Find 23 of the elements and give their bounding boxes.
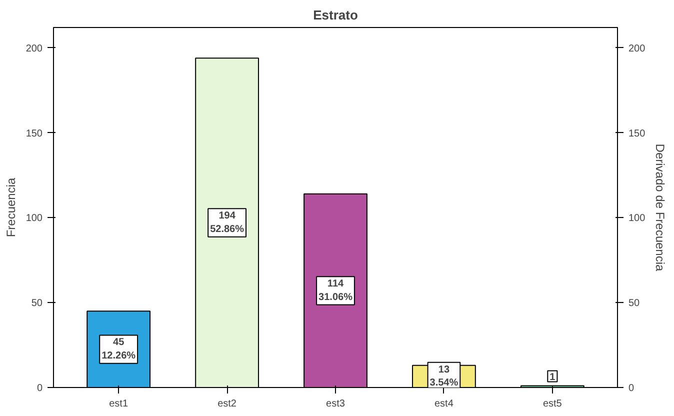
data-label: 114 31.06% xyxy=(318,278,353,303)
y2-tick-label: 100 xyxy=(628,213,646,224)
y-tick-label: 100 xyxy=(26,213,43,224)
data-label: 13 3.54% xyxy=(430,364,458,389)
data-label: 1 xyxy=(550,372,556,383)
data-label: 45 12.26% xyxy=(102,337,136,362)
y-tick-label: 200 xyxy=(26,43,43,54)
y-tick-label: 0 xyxy=(36,383,43,394)
data-label: 194 52.86% xyxy=(210,210,244,235)
y2-axis-title: Derivado de Frecuencia xyxy=(653,144,668,272)
y2-tick-label: 0 xyxy=(628,383,634,394)
y-tick-label: 50 xyxy=(31,298,43,310)
x-tick-label: est2 xyxy=(218,398,237,410)
y2-tick-label: 200 xyxy=(628,43,646,54)
y2-tick-label: 150 xyxy=(628,128,646,140)
y-axis-title: Frecuencia xyxy=(4,177,18,238)
x-tick-label: est3 xyxy=(326,398,346,410)
x-tick-label: est1 xyxy=(109,398,128,410)
x-tick-label: est5 xyxy=(542,398,562,410)
y2-tick-label: 50 xyxy=(628,298,640,310)
x-tick-label: est4 xyxy=(434,398,454,410)
chart-title: Estrato xyxy=(313,8,358,22)
y-tick-label: 150 xyxy=(26,128,43,140)
